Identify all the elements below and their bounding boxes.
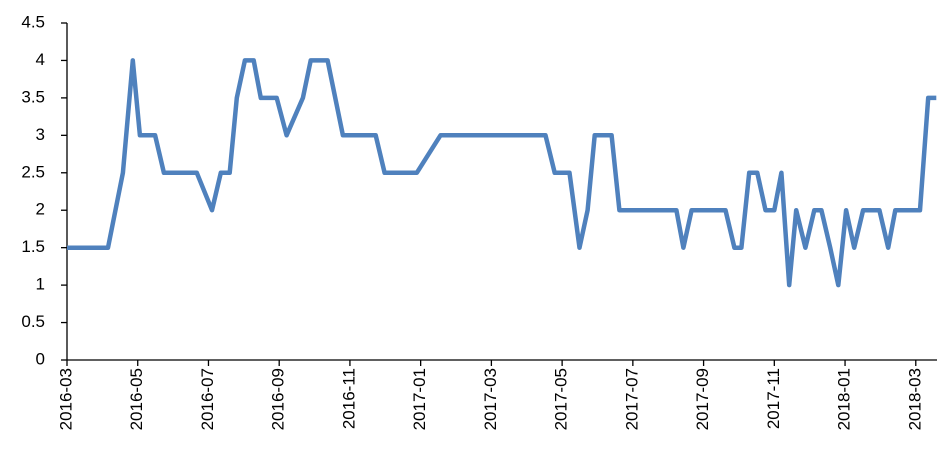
y-tick-label: 3.5 <box>21 87 45 106</box>
x-tick-label: 2017-07 <box>622 368 641 430</box>
x-tick-label: 2016-03 <box>56 368 75 430</box>
x-tick-label: 2016-07 <box>198 368 217 430</box>
x-tick-label: 2017-05 <box>552 368 571 430</box>
x-tick-label: 2017-01 <box>410 368 429 430</box>
x-tick-label: 2016-05 <box>127 368 146 430</box>
line <box>67 58 937 288</box>
y-tick-label: 4 <box>36 50 45 69</box>
x-tick-label: 2016-09 <box>269 368 288 430</box>
y-tick-label: 1 <box>36 275 45 294</box>
y-tick-label: 4.5 <box>21 12 45 31</box>
y-tick-label: 2.5 <box>21 162 45 181</box>
x-tick-label: 2016-11 <box>339 368 358 429</box>
x-tick-label: 2018-03 <box>905 368 924 430</box>
x-tick-label: 2017-09 <box>693 368 712 430</box>
y-tick-label: 1.5 <box>21 237 45 256</box>
y-tick-label: 3 <box>36 125 45 144</box>
x-tick-label: 2017-03 <box>481 368 500 430</box>
y-tick-label: 0.5 <box>21 312 45 331</box>
x-tick-label: 2018-01 <box>835 368 854 430</box>
x-tick-label: 2017-11 <box>764 368 783 429</box>
y-tick-label: 0 <box>36 349 45 368</box>
y-tick-label: 2 <box>36 200 45 219</box>
